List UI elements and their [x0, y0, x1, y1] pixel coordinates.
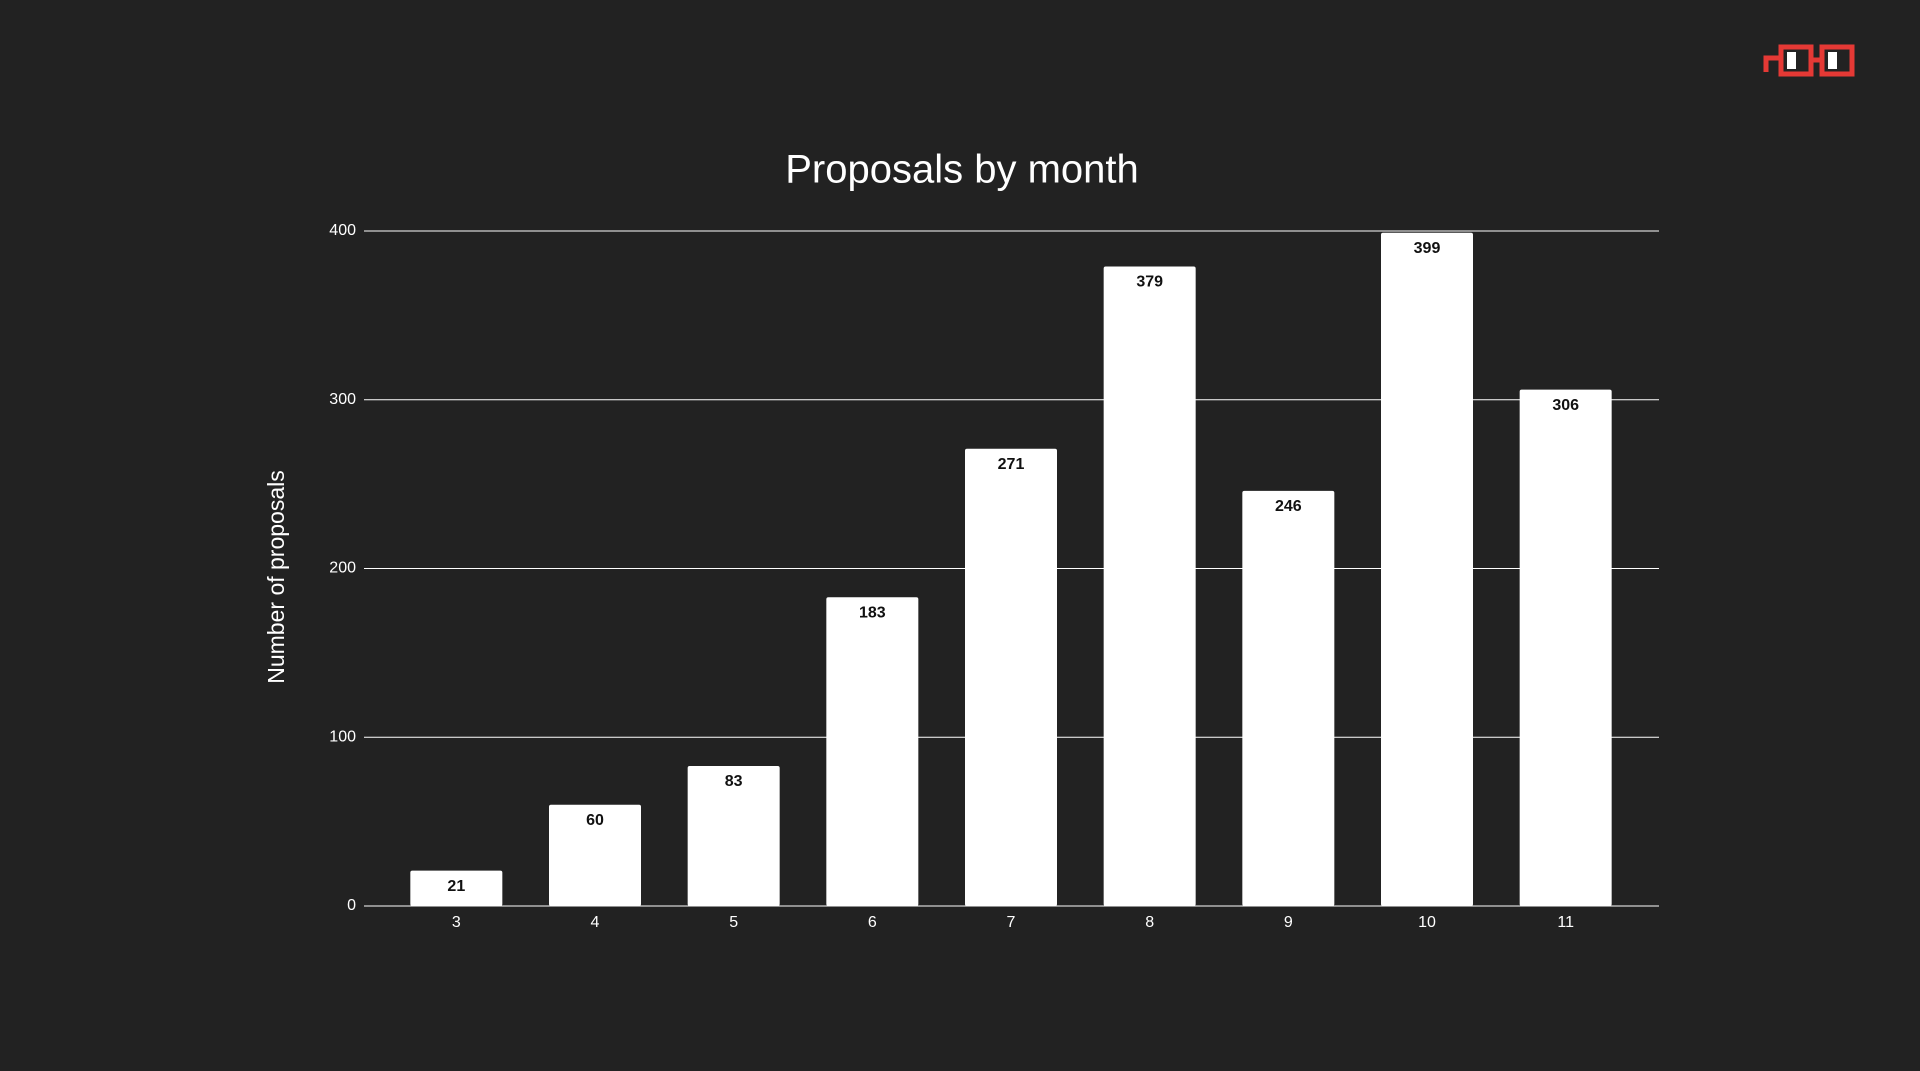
data-label: 399 — [1414, 240, 1441, 257]
data-label: 60 — [586, 812, 604, 829]
bar — [1103, 266, 1196, 906]
logo-arm — [1763, 55, 1780, 72]
logo — [1763, 44, 1855, 77]
y-tick-label: 300 — [329, 391, 356, 408]
data-label: 379 — [1136, 274, 1163, 291]
bar — [687, 765, 780, 906]
chart-title: Proposals by month — [785, 148, 1139, 192]
x-tick-label: 7 — [1007, 914, 1016, 931]
logo-glint — [1787, 52, 1796, 69]
x-tick-label: 11 — [1557, 914, 1574, 931]
data-label: 306 — [1552, 397, 1579, 414]
data-label: 271 — [998, 456, 1025, 473]
x-tick-label: 4 — [591, 914, 600, 931]
x-tick-label: 10 — [1418, 914, 1436, 931]
x-tick-label: 6 — [868, 914, 877, 931]
bar — [826, 597, 919, 906]
data-label: 183 — [859, 604, 886, 621]
x-tick-label: 9 — [1284, 914, 1293, 931]
bar — [1381, 232, 1473, 906]
data-label: 21 — [447, 878, 465, 895]
data-label: 83 — [725, 773, 743, 790]
bar — [410, 870, 503, 906]
x-tick-label: 8 — [1145, 914, 1154, 931]
x-tick-label: 5 — [729, 914, 738, 931]
y-axis-label: Number of proposals — [263, 470, 289, 684]
y-tick-label: 0 — [347, 897, 356, 914]
data-label: 246 — [1275, 498, 1302, 515]
x-tick-label: 3 — [452, 914, 461, 931]
logo-glint — [1828, 52, 1837, 69]
bar — [1519, 389, 1612, 906]
y-tick-label: 400 — [329, 222, 356, 239]
y-tick-label: 200 — [329, 560, 356, 577]
bar — [549, 804, 641, 906]
y-tick-label: 100 — [329, 728, 356, 745]
bar — [965, 448, 1057, 906]
bar — [1242, 490, 1335, 906]
